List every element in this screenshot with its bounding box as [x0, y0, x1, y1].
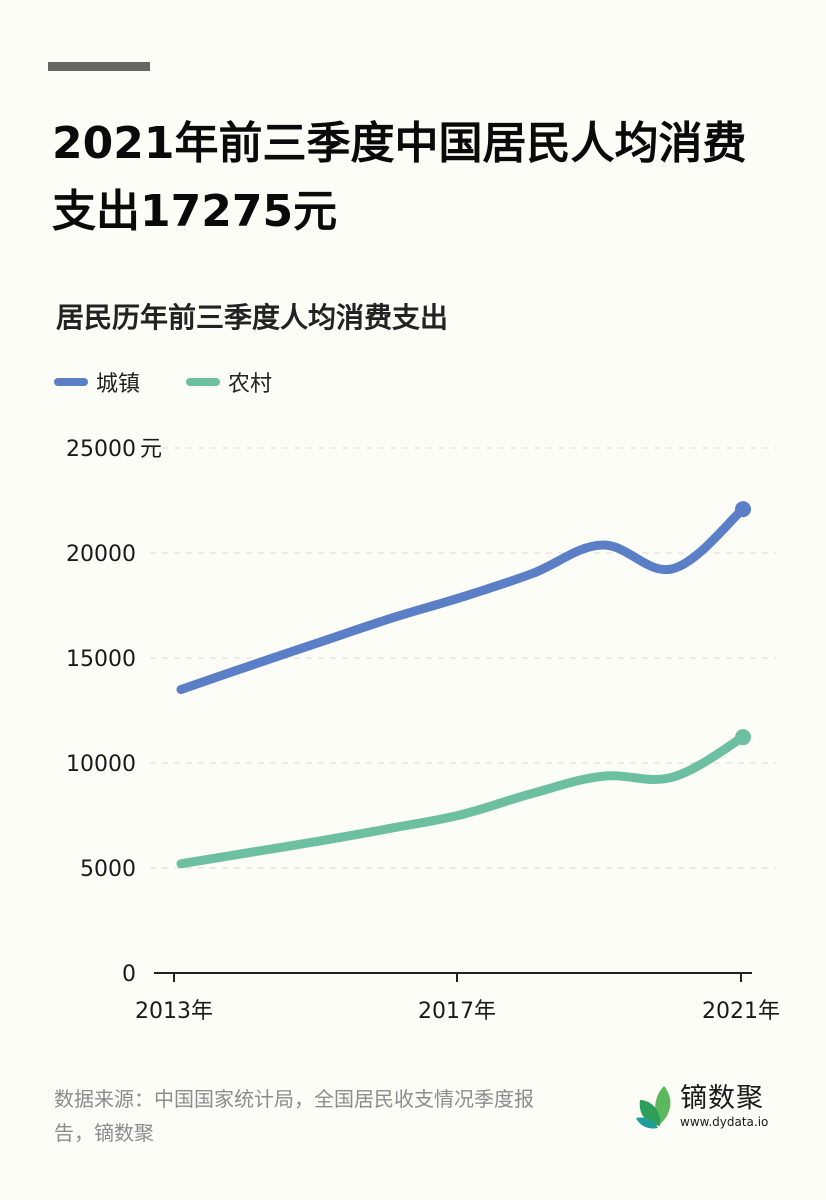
x-tick-label: 2013年	[135, 999, 213, 1024]
y-axis-labels: 0 5000 10000 15000 20000 25000 元	[66, 437, 162, 987]
y-tick-label: 20000	[66, 542, 136, 567]
end-point-marker	[735, 501, 751, 518]
legend-swatch-rural	[186, 378, 221, 386]
legend-label-rural: 农村	[228, 372, 273, 397]
chart-legend: 城镇 农村	[54, 366, 272, 398]
y-tick-label: 25000	[66, 437, 136, 462]
legend-item-rural: 农村	[186, 366, 272, 398]
y-tick-label: 0	[122, 962, 136, 987]
series-line-urban	[176, 504, 748, 694]
x-tick-label: 2017年	[418, 999, 496, 1024]
data-source-note: 数据来源：中国国家统计局，全国居民收支情况季度报告，镝数聚	[54, 1087, 534, 1145]
logo-url: www.dydata.io	[680, 1115, 769, 1129]
y-tick-label: 15000	[66, 647, 136, 672]
line-chart: 0 5000 10000 15000 20000 25000 元 2013年 2017年 202…	[66, 437, 780, 1024]
leaf-logo-icon	[636, 1086, 671, 1129]
legend-label-urban: 城镇	[96, 372, 141, 397]
legend-item-urban: 城镇	[54, 366, 140, 398]
y-tick-label: 5000	[80, 857, 136, 882]
y-tick-label: 10000	[66, 752, 136, 777]
page-title: 2021年前三季度中国居民人均消费支出17275元	[52, 118, 747, 237]
legend-swatch-urban	[54, 378, 88, 386]
brand-logo: 镝数聚 www.dydata.io	[634, 1084, 768, 1130]
y-unit-label: 元	[140, 437, 162, 462]
decorative-top-bar	[48, 62, 150, 71]
end-point-marker	[735, 729, 751, 746]
series-line-rural	[176, 732, 748, 869]
logo-name: 镝数聚	[680, 1083, 764, 1114]
data-series	[176, 501, 751, 869]
chart-subtitle: 居民历年前三季度人均消费支出	[56, 301, 449, 334]
gridlines	[150, 447, 776, 869]
x-axis-ticks: 2013年 2017年 2021年	[135, 973, 780, 1024]
x-tick-label: 2021年	[702, 999, 780, 1024]
